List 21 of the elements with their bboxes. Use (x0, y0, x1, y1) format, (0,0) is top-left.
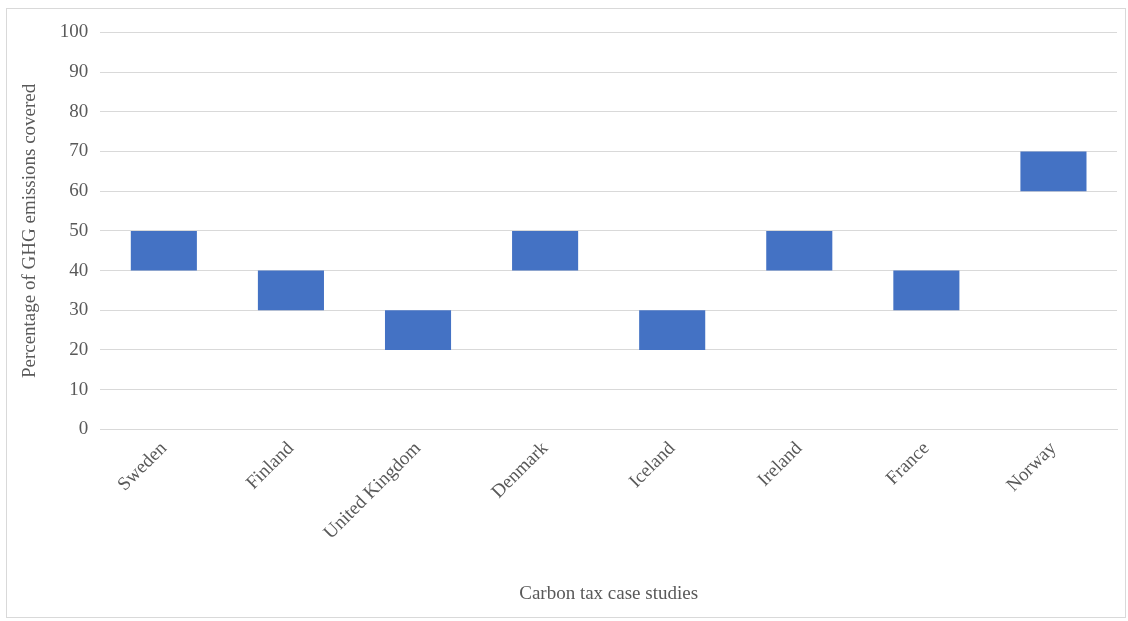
y-axis-title: Percentage of GHG emissions covered (18, 83, 40, 379)
y-tick-label: 70 (69, 139, 89, 161)
bar (257, 270, 324, 311)
y-tick-label: 0 (78, 417, 89, 439)
y-tick-label: 90 (69, 60, 89, 82)
bar (384, 310, 452, 350)
bar (130, 230, 197, 271)
bar (512, 230, 579, 271)
bar (639, 310, 706, 350)
y-tick-label: 60 (69, 179, 89, 201)
y-tick-label: 40 (69, 258, 89, 280)
y-tick-label: 30 (69, 298, 89, 320)
y-tick-label: 50 (69, 218, 89, 240)
x-axis-title: Carbon tax case studies (519, 581, 699, 603)
bar (893, 270, 960, 311)
y-tick-label: 20 (69, 337, 89, 359)
bar (766, 230, 833, 271)
y-tick-label: 100 (59, 20, 89, 42)
y-tick-label: 80 (69, 99, 89, 121)
bar (1020, 151, 1087, 192)
y-tick-label: 10 (69, 377, 89, 399)
